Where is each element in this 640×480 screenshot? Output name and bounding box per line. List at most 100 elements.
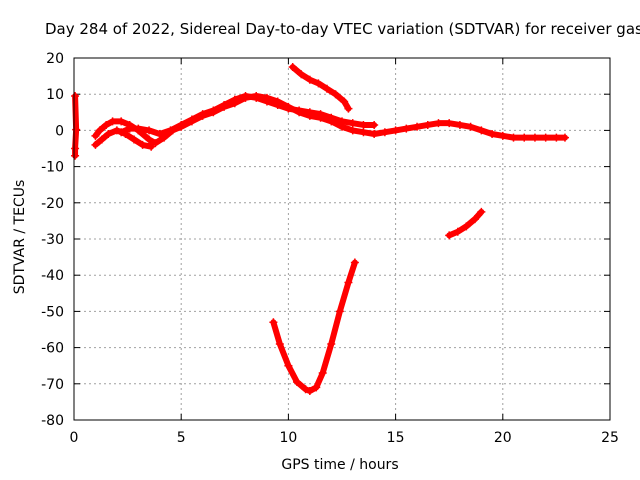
y-tick-label: -10 [41, 160, 64, 176]
data-point [318, 368, 327, 377]
data-point [297, 70, 306, 79]
data-point [121, 130, 130, 139]
data-point [220, 101, 229, 110]
data-point [455, 120, 464, 129]
data-point [151, 139, 160, 148]
series-secondary-trace [117, 92, 379, 139]
data-point [370, 120, 379, 129]
data-point [445, 231, 454, 240]
data-point [112, 126, 121, 135]
data-point [262, 97, 271, 106]
data-point [488, 130, 497, 139]
data-point [241, 92, 250, 101]
data-point [177, 120, 186, 129]
y-tick-label: 0 [55, 123, 64, 139]
data-point [380, 128, 389, 137]
x-tick-label: 20 [494, 430, 512, 446]
series-trace [270, 259, 358, 395]
data-point [359, 128, 368, 137]
data-point [560, 133, 569, 142]
y-tick-label: -50 [41, 304, 64, 320]
data-point [348, 126, 357, 135]
series-start-points [71, 92, 81, 160]
data-point [292, 377, 301, 386]
data-point [104, 130, 113, 139]
series-early-trace [91, 126, 156, 151]
series-late-segment [445, 207, 486, 240]
data-point [71, 151, 80, 160]
data-point [273, 101, 282, 110]
data-point [552, 133, 561, 142]
y-tick-label: -60 [41, 341, 64, 357]
x-tick-label: 10 [279, 430, 297, 446]
data-point [166, 126, 175, 135]
series-decreasing-segment [288, 63, 353, 113]
data-point [187, 115, 196, 124]
data-point [314, 79, 323, 88]
data-point [453, 227, 462, 236]
data-point [284, 104, 293, 113]
data-point [209, 106, 218, 115]
series-trace [289, 64, 352, 112]
data-point [130, 135, 139, 144]
ticks: 0 5 10 15 20 25 -80 -70 -60 -50 -40 -30 -20 -10 0 10 20 [41, 51, 619, 446]
data-point [102, 120, 111, 129]
data-point [359, 120, 368, 129]
data-point [71, 92, 80, 101]
data-point [252, 93, 261, 102]
data-point [269, 318, 278, 327]
x-tick-label: 15 [387, 430, 405, 446]
data-point [198, 110, 207, 119]
y-axis-label: SDTVAR / TECUs [12, 179, 28, 295]
data-point [230, 95, 239, 104]
plot-border [73, 57, 611, 421]
data-point [350, 258, 359, 267]
data-point [470, 215, 479, 224]
data-point [477, 126, 486, 135]
data-point [288, 63, 297, 72]
data-point [327, 113, 336, 122]
data-point [71, 144, 80, 153]
data-point [530, 133, 539, 142]
data-point [498, 131, 507, 140]
data-point [284, 361, 293, 370]
data-point [312, 383, 321, 392]
data-point [305, 108, 314, 117]
data-point [520, 133, 529, 142]
y-tick-label: -30 [41, 232, 64, 248]
data-point [134, 124, 143, 133]
data-point [541, 133, 550, 142]
data-point [370, 130, 379, 139]
x-tick-label: 25 [601, 430, 619, 446]
y-tick-label: -20 [41, 196, 64, 212]
data-point [331, 90, 340, 99]
chart-title: Day 284 of 2022, Sidereal Day-to-day VTE… [45, 20, 640, 38]
data-point [108, 117, 117, 126]
data-point [335, 307, 344, 316]
grid [74, 58, 610, 420]
data-point [145, 126, 154, 135]
data-point [423, 120, 432, 129]
data-point [305, 75, 314, 84]
data-point [155, 130, 164, 139]
data-point [95, 126, 104, 135]
data-point [97, 135, 106, 144]
data-point [402, 124, 411, 133]
data-point [344, 278, 353, 287]
data-point [445, 119, 454, 128]
data-point [462, 222, 471, 231]
data-point [413, 122, 422, 131]
data-point [305, 387, 314, 396]
series-v-shaped-dip [269, 258, 359, 396]
y-tick-label: -40 [41, 268, 64, 284]
data-point [125, 124, 134, 133]
data-point [348, 119, 357, 128]
y-tick-label: 20 [46, 51, 64, 67]
data-point [327, 339, 336, 348]
data-point [466, 122, 475, 131]
y-tick-label: -70 [41, 377, 64, 393]
data-point [117, 117, 126, 126]
data-point [91, 140, 100, 149]
data-point [338, 117, 346, 126]
